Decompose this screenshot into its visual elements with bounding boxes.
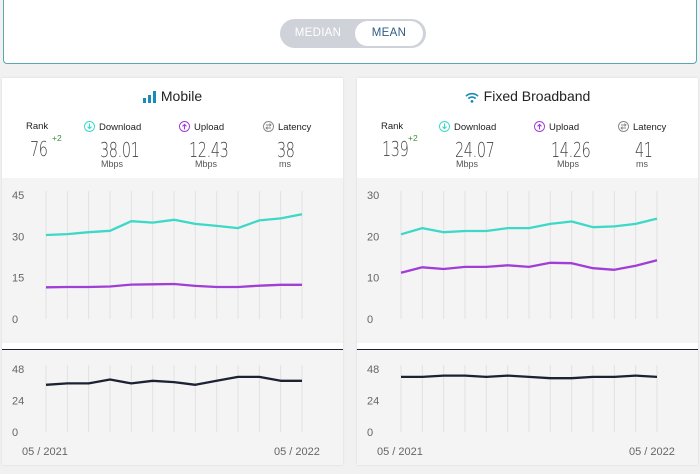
latency-chart-svg: 0 24 48 05 / 2021 05 / 2022: [367, 364, 675, 458]
latency-value: 41: [635, 138, 653, 162]
download-series-line: [400, 217, 658, 236]
panel-title-text: Fixed Broadband: [483, 88, 591, 104]
metric-toggle-container: MEDIAN MEAN: [3, 0, 697, 64]
upload-series-line: [45, 282, 302, 289]
upload-unit: Mbps: [195, 159, 218, 169]
latency-unit: ms: [636, 159, 648, 169]
signal-bars-icon: [142, 90, 156, 106]
download-unit: Mbps: [456, 159, 479, 169]
download-arrow-icon: [439, 121, 450, 132]
x-tick-label: 05 / 2021: [22, 446, 68, 458]
upload-value: 14.26: [551, 138, 591, 162]
latency-swap-icon: [263, 121, 274, 132]
latency-stat: Latency 41 ms: [618, 121, 666, 169]
y-tick-label: 0: [12, 314, 18, 326]
upload-value: 12.43: [189, 138, 229, 162]
wifi-icon: [465, 90, 479, 106]
upload-stat: Upload 12.43 Mbps: [179, 121, 244, 169]
y-tick-label: 0: [12, 427, 18, 439]
panel-title: Fixed Broadband: [357, 88, 698, 106]
speed-chart-svg: 0 15 30 45: [12, 190, 303, 326]
upload-label: Upload: [194, 122, 225, 133]
rank-delta: +2: [52, 133, 62, 143]
upload-arrow-icon: [179, 121, 190, 132]
rank-stat: Rank 76 +2: [26, 121, 62, 161]
rank-value: 76: [30, 137, 48, 161]
y-tick-label: 48: [367, 364, 379, 376]
y-tick-label: 10: [367, 273, 379, 285]
latency-swap-icon: [618, 121, 629, 132]
median-mean-toggle[interactable]: MEDIAN MEAN: [280, 19, 426, 48]
y-tick-label: 20: [367, 231, 379, 243]
latency-chart: 0 24 48 05 / 2021 05 / 2022: [357, 350, 698, 465]
fixed-broadband-panel: Fixed Broadband Rank 139 +2 Download 24.…: [357, 78, 698, 465]
latency-chart-svg: 0 24 48 05 / 2021 05 / 2022: [12, 364, 320, 458]
y-tick-label: 0: [367, 314, 373, 326]
download-label: Download: [99, 122, 142, 133]
download-series-line: [45, 213, 303, 237]
speed-chart: 0 15 30 45: [2, 178, 343, 343]
panel-title: Mobile: [2, 88, 343, 106]
y-tick-label: 30: [12, 231, 24, 243]
y-tick-label: 15: [12, 273, 24, 285]
y-tick-label: 24: [12, 396, 24, 408]
download-value: 38.01: [100, 138, 140, 162]
download-arrow-icon: [84, 121, 95, 132]
rank-stat: Rank 139 +2: [381, 121, 419, 161]
download-label: Download: [454, 122, 497, 133]
latency-stat: Latency 38 ms: [263, 121, 311, 169]
upload-stat: Upload 14.26 Mbps: [534, 121, 606, 169]
speed-chart-svg: 0 10 20 30: [367, 190, 658, 326]
rank-label: Rank: [381, 121, 404, 132]
panel-title-text: Mobile: [160, 88, 203, 104]
y-tick-label: 0: [367, 427, 373, 439]
x-tick-label: 05 / 2021: [377, 446, 423, 458]
upload-unit: Mbps: [557, 159, 580, 169]
chart-separator: [357, 349, 698, 350]
y-tick-label: 48: [12, 364, 24, 376]
latency-chart: 0 24 48 05 / 2021 05 / 2022: [2, 350, 343, 465]
upload-arrow-icon: [534, 121, 545, 132]
latency-value: 38: [277, 138, 295, 162]
rank-delta: +2: [408, 133, 418, 143]
median-option[interactable]: MEDIAN: [294, 27, 342, 39]
download-unit: Mbps: [101, 159, 124, 169]
y-tick-label: 30: [367, 190, 379, 202]
latency-series-line: [401, 374, 658, 380]
rank-label: Rank: [26, 121, 49, 132]
upload-series-line: [400, 259, 658, 274]
speed-chart: 0 10 20 30: [357, 178, 698, 343]
mean-option[interactable]: MEAN: [355, 21, 423, 46]
rank-value: 139: [382, 137, 409, 161]
chart-separator: [2, 349, 343, 350]
y-tick-label: 45: [12, 190, 24, 202]
latency-series-line: [45, 375, 302, 386]
download-stat: Download 24.07 Mbps: [439, 121, 510, 169]
latency-unit: ms: [279, 159, 291, 169]
x-tick-label: 05 / 2022: [629, 446, 675, 458]
upload-label: Upload: [549, 122, 580, 133]
latency-label: Latency: [633, 122, 667, 133]
mobile-panel: Mobile Rank 76 +2 Download 38.01 Mbps Up…: [2, 78, 343, 465]
download-value: 24.07: [455, 138, 495, 162]
download-stat: Download 38.01 Mbps: [84, 121, 155, 169]
y-tick-label: 24: [367, 396, 379, 408]
x-tick-label: 05 / 2022: [274, 446, 320, 458]
latency-label: Latency: [278, 122, 312, 133]
